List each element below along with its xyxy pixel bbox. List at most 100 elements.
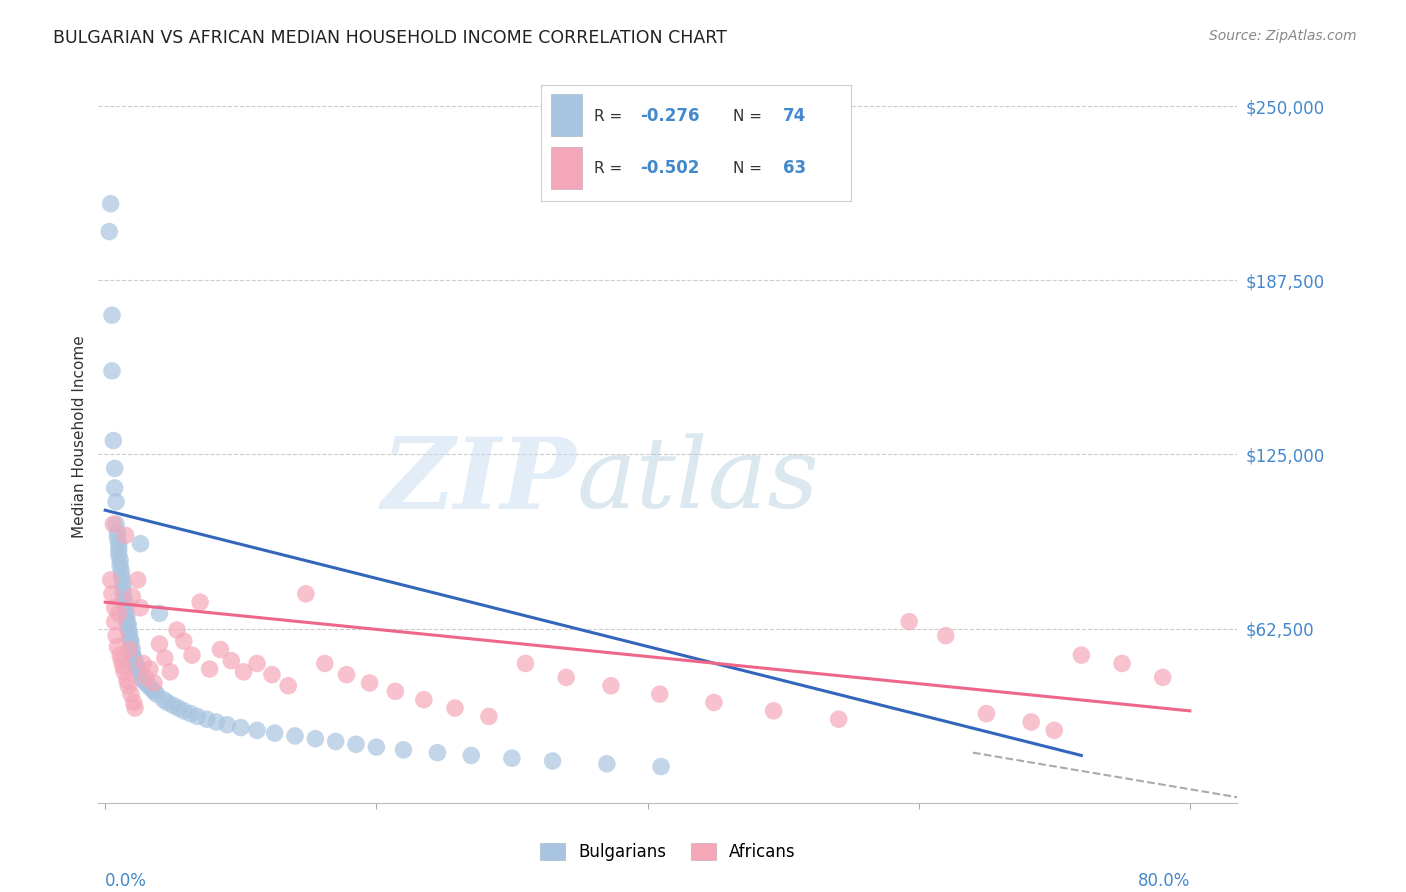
Point [325,734,347,748]
Point [444,701,467,715]
Point [260,667,283,681]
Point [127,573,149,587]
Point [1070,648,1092,662]
Point [101,308,124,322]
Point [412,692,434,706]
Point [118,642,141,657]
Point [145,687,167,701]
Point [232,665,254,679]
Point [650,759,672,773]
Point [115,609,138,624]
Point [107,542,129,557]
Point [107,640,129,654]
Point [295,587,318,601]
Text: N =: N = [733,109,766,124]
Text: 63: 63 [783,160,806,178]
Point [976,706,998,721]
Point [366,740,388,755]
Point [104,600,127,615]
Point [104,481,127,495]
Point [132,673,155,688]
Y-axis label: Median Household Income: Median Household Income [72,335,87,539]
Point [141,681,163,696]
Point [121,590,143,604]
Point [129,536,152,550]
Point [121,648,143,662]
Point [112,592,135,607]
Point [703,696,725,710]
Point [107,607,129,621]
Point [335,667,357,681]
Point [148,637,170,651]
Point [118,625,141,640]
Point [246,723,269,738]
Text: N =: N = [733,161,766,176]
Point [935,629,957,643]
Point [101,587,124,601]
Point [344,737,367,751]
Text: BULGARIAN VS AFRICAN MEDIAN HOUSEHOLD INCOME CORRELATION CHART: BULGARIAN VS AFRICAN MEDIAN HOUSEHOLD IN… [53,29,727,46]
Point [246,657,269,671]
Point [898,615,921,629]
Point [111,575,134,590]
Point [125,659,148,673]
Point [159,665,181,679]
Point [181,648,204,662]
Point [105,629,128,643]
Point [101,364,124,378]
Point [596,756,619,771]
Point [314,657,336,671]
Point [117,617,139,632]
FancyBboxPatch shape [551,147,582,189]
Point [104,615,127,629]
Point [107,525,129,540]
Point [277,679,299,693]
Point [114,600,136,615]
Point [108,558,131,573]
Point [148,607,170,621]
FancyBboxPatch shape [551,94,582,136]
Point [762,704,785,718]
Point [127,662,149,676]
Text: 0.0%: 0.0% [105,872,148,890]
Point [107,536,129,550]
Point [112,665,135,679]
Point [143,676,166,690]
Point [121,642,143,657]
Point [100,573,122,587]
Point [173,704,195,718]
Point [152,692,174,706]
Point [1152,670,1174,684]
Point [135,676,157,690]
Point [111,659,134,673]
Point [555,670,578,684]
Point [384,684,406,698]
Point [120,640,142,654]
Point [167,701,190,715]
Point [304,731,326,746]
Point [103,517,125,532]
Point [108,648,131,662]
Point [105,495,128,509]
Point [105,517,128,532]
Point [217,718,239,732]
Point [117,623,139,637]
Point [117,679,139,693]
Point [195,712,218,726]
Point [138,679,160,693]
Text: Source: ZipAtlas.com: Source: ZipAtlas.com [1209,29,1357,43]
Point [221,654,243,668]
Point [129,600,152,615]
Point [229,721,252,735]
Point [284,729,307,743]
Point [122,696,145,710]
Point [104,461,127,475]
Point [209,642,232,657]
Legend: Bulgarians, Africans: Bulgarians, Africans [533,836,803,868]
Point [198,662,221,676]
Point [828,712,851,726]
Point [110,654,132,668]
Point [114,528,136,542]
Point [111,581,134,595]
Text: -0.276: -0.276 [640,107,700,125]
